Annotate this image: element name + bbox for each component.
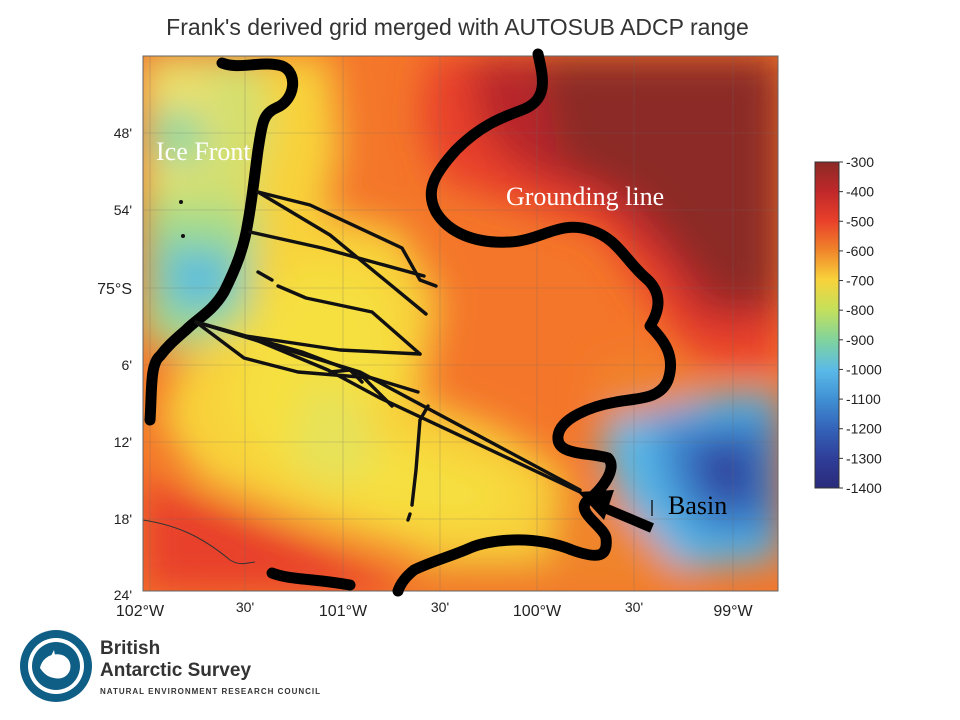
- colorbar: -300 -400 -500 -600 -700 -800 -900 -1000 -1100 -1…: [814, 154, 882, 496]
- colorbar-tick-label: -400: [846, 184, 874, 200]
- lon-label: 30': [625, 599, 643, 615]
- logo-line-2: Antarctic Survey: [100, 660, 252, 681]
- map-title: Frank's derived grid merged with AUTOSUB…: [166, 14, 749, 40]
- coastline-thin: [143, 519, 256, 565]
- lon-label: 99°W: [713, 603, 753, 620]
- colorbar-tick-label: -1400: [846, 480, 882, 496]
- lat-label: 6': [122, 357, 132, 373]
- autosub-tracks: [194, 190, 582, 522]
- bas-logo-icon: [20, 630, 92, 702]
- latitude-labels: 48' 54' 75°S 6' 12' 18' 24': [97, 125, 132, 603]
- lat-label: 48': [114, 125, 132, 141]
- lon-label: 100°W: [513, 603, 562, 620]
- logo-line-3: NATURAL ENVIRONMENT RESEARCH COUNCIL: [100, 687, 322, 696]
- colorbar-tick-label: -1300: [846, 450, 882, 466]
- ice-front-label: Ice Front: [156, 137, 251, 166]
- map-frame: [142, 55, 779, 592]
- lon-label: 101°W: [319, 603, 368, 620]
- lat-label: 12': [114, 434, 132, 450]
- basin-arrow: [578, 490, 654, 533]
- lon-label: 102°W: [116, 603, 165, 620]
- colorbar-ramp: [814, 161, 840, 489]
- colorbar-tick-label: -500: [846, 213, 874, 229]
- longitude-labels: 102°W 30' 101°W 30' 100°W 30' 99°W: [116, 599, 754, 620]
- lat-label: 54': [114, 202, 132, 218]
- colorbar-tick-label: -700: [846, 273, 874, 289]
- graticule: [143, 56, 778, 591]
- colorbar-tick-label: -1200: [846, 421, 882, 437]
- lon-label: 30': [236, 599, 254, 615]
- track-dots: [179, 200, 185, 238]
- colorbar-tick-label: -300: [846, 154, 874, 170]
- basin-label: Basin: [668, 491, 727, 520]
- lat-label: 18': [114, 511, 132, 527]
- logo-line-1: British: [100, 638, 161, 659]
- lon-label: 30': [431, 599, 449, 615]
- colorbar-labels: -300 -400 -500 -600 -700 -800 -900 -1000 -1100 -1…: [839, 154, 882, 496]
- grounding-line-label: Grounding line: [506, 182, 664, 211]
- colorbar-tick-label: -600: [846, 243, 874, 259]
- colorbar-tick-label: -900: [846, 332, 874, 348]
- lat-label: 24': [114, 587, 132, 603]
- colorbar-tick-label: -1000: [846, 361, 882, 377]
- grounding-line: [144, 48, 677, 597]
- colorbar-tick-label: -1100: [846, 391, 881, 407]
- colorbar-tick-label: -800: [846, 302, 874, 318]
- lat-label: 75°S: [97, 281, 132, 298]
